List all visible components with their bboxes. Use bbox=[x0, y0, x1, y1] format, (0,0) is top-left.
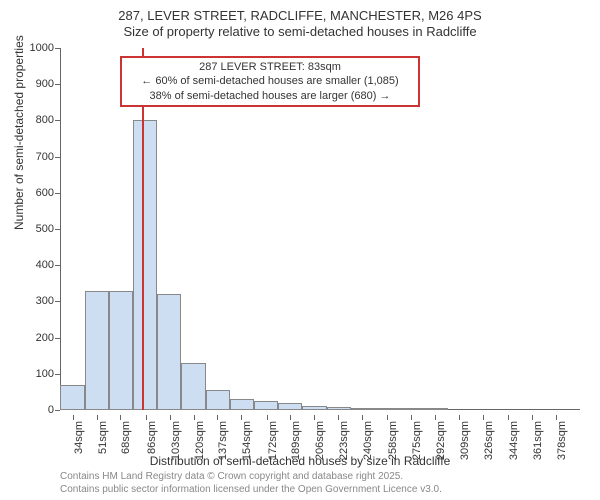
y-tick: 600 bbox=[20, 187, 54, 199]
histogram-bar bbox=[327, 407, 351, 410]
y-tick: 400 bbox=[20, 259, 54, 271]
y-tick: 300 bbox=[20, 295, 54, 307]
callout-line2: ← 60% of semi-detached houses are smalle… bbox=[126, 74, 414, 88]
histogram-bar bbox=[423, 408, 448, 410]
chart-container: 287, LEVER STREET, RADCLIFFE, MANCHESTER… bbox=[0, 0, 600, 500]
y-tick: 0 bbox=[20, 404, 54, 416]
attribution-line1: Contains HM Land Registry data © Crown c… bbox=[60, 471, 442, 484]
histogram-bar bbox=[206, 390, 230, 410]
y-tick: 800 bbox=[20, 114, 54, 126]
histogram-bar bbox=[254, 401, 278, 410]
histogram-bar bbox=[399, 408, 423, 410]
histogram-bar bbox=[302, 406, 327, 410]
histogram-bar bbox=[157, 294, 181, 410]
y-tick: 200 bbox=[20, 332, 54, 344]
histogram-bar bbox=[278, 403, 302, 410]
histogram-bar bbox=[230, 399, 254, 410]
x-tick-label: 51sqm bbox=[97, 421, 109, 454]
y-tick: 500 bbox=[20, 223, 54, 235]
plot-area: 0100200300400500600700800900100034sqm51s… bbox=[60, 48, 580, 410]
x-tick-label: 68sqm bbox=[120, 421, 132, 454]
y-axis-label: Number of semi-detached properties bbox=[12, 35, 26, 230]
histogram-bar bbox=[109, 291, 133, 410]
histogram-bar bbox=[85, 291, 109, 410]
chart-title-line2: Size of property relative to semi-detach… bbox=[0, 24, 600, 40]
attribution-line2: Contains public sector information licen… bbox=[60, 484, 442, 497]
y-tick: 700 bbox=[20, 151, 54, 163]
x-tick-label: 86sqm bbox=[146, 421, 158, 454]
x-tick-label: 34sqm bbox=[73, 421, 85, 454]
y-tick: 900 bbox=[20, 78, 54, 90]
chart-title-line1: 287, LEVER STREET, RADCLIFFE, MANCHESTER… bbox=[0, 0, 600, 24]
histogram-bar bbox=[60, 385, 85, 410]
callout-line3: 38% of semi-detached houses are larger (… bbox=[126, 89, 414, 103]
callout-line1: 287 LEVER STREET: 83sqm bbox=[126, 60, 414, 74]
callout-box: 287 LEVER STREET: 83sqm← 60% of semi-det… bbox=[120, 56, 420, 107]
histogram-bar bbox=[375, 408, 399, 410]
y-tick: 1000 bbox=[20, 42, 54, 54]
x-axis-label: Distribution of semi-detached houses by … bbox=[0, 454, 600, 468]
histogram-bar bbox=[133, 120, 157, 410]
y-tick: 100 bbox=[20, 368, 54, 380]
histogram-bar bbox=[181, 363, 206, 410]
histogram-bar bbox=[351, 408, 375, 410]
attribution: Contains HM Land Registry data © Crown c… bbox=[60, 471, 442, 496]
